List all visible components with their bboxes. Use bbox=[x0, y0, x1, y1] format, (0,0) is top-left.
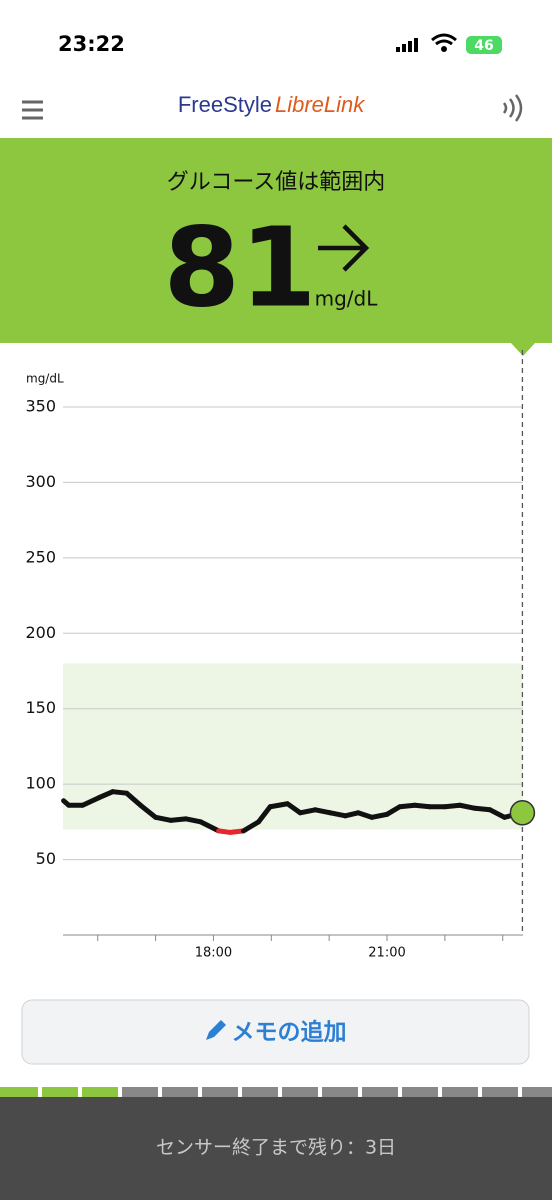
y-axis-label: mg/dL bbox=[26, 372, 64, 386]
glucose-line-segment bbox=[412, 802, 433, 810]
glucose-line-segment bbox=[153, 814, 174, 823]
glucose-line-segment bbox=[80, 795, 102, 808]
pencil-icon bbox=[206, 1020, 226, 1040]
glucose-line-segment bbox=[124, 790, 144, 808]
current-reading bbox=[509, 800, 536, 826]
glucose-line-segment bbox=[256, 804, 273, 825]
glucose-line-segment bbox=[487, 807, 507, 820]
y-tick-label: 50 bbox=[36, 849, 56, 868]
y-tick-label: 250 bbox=[25, 547, 56, 566]
glucose-line-segment bbox=[472, 805, 493, 813]
glucose-line-segment bbox=[369, 811, 390, 820]
glucose-line-segment bbox=[198, 819, 222, 834]
glucose-line-segment bbox=[241, 819, 262, 834]
glucose-line-segment bbox=[327, 810, 348, 819]
glucose-line-segment bbox=[168, 816, 189, 823]
y-tick-label: 350 bbox=[25, 397, 56, 416]
add-memo-button[interactable] bbox=[21, 999, 530, 1065]
glucose-unit: mg/dL bbox=[315, 287, 379, 311]
glucose-line-segment bbox=[96, 789, 116, 801]
wifi-dot bbox=[441, 46, 447, 52]
glucose-value: 81 bbox=[163, 203, 316, 331]
trend-arrow bbox=[318, 224, 370, 272]
clock: 23:22 bbox=[58, 32, 125, 56]
glucose-chart: 50 100 150 200 250 300 350 18:00 21:00 bbox=[25, 350, 536, 961]
glucose-line-segment bbox=[138, 802, 159, 820]
sensor-remaining: センサー終了まで残り：3日 bbox=[156, 1137, 396, 1159]
pointer-triangle bbox=[511, 343, 535, 356]
brand-freestyle: FreeStyle bbox=[178, 92, 272, 117]
battery-level: 46 bbox=[474, 38, 493, 54]
wifi-icon bbox=[431, 33, 457, 46]
glucose-line-segment bbox=[183, 816, 204, 825]
x-tick-label: 18:00 bbox=[195, 946, 232, 961]
glucose-line-segment bbox=[267, 801, 291, 810]
glucose-line-segment bbox=[297, 807, 318, 816]
sensor-progress bbox=[0, 1087, 552, 1097]
status-banner bbox=[0, 138, 552, 343]
y-tick-label: 200 bbox=[25, 623, 56, 642]
glucose-line-segment bbox=[442, 802, 463, 810]
y-tick-label: 300 bbox=[25, 472, 56, 491]
x-tick-label: 21:00 bbox=[368, 946, 405, 961]
footer-bar bbox=[0, 1097, 552, 1200]
add-memo-label[interactable]: メモの追加 bbox=[232, 1019, 347, 1046]
glucose-line-segment bbox=[285, 801, 303, 816]
y-tick-label: 150 bbox=[25, 698, 56, 717]
menu-button[interactable] bbox=[22, 100, 43, 120]
glucose-line-segment bbox=[457, 802, 478, 811]
brand-librelink: LibreLink bbox=[275, 92, 365, 117]
battery-icon bbox=[466, 36, 502, 54]
glucose-line-segment bbox=[397, 802, 418, 810]
nfc-icon[interactable] bbox=[502, 94, 523, 122]
glucose-line-segment bbox=[312, 807, 333, 816]
y-tick-label: 100 bbox=[25, 774, 56, 793]
signal-icon bbox=[396, 38, 418, 52]
range-status: グルコース値は範囲内 bbox=[167, 170, 385, 195]
